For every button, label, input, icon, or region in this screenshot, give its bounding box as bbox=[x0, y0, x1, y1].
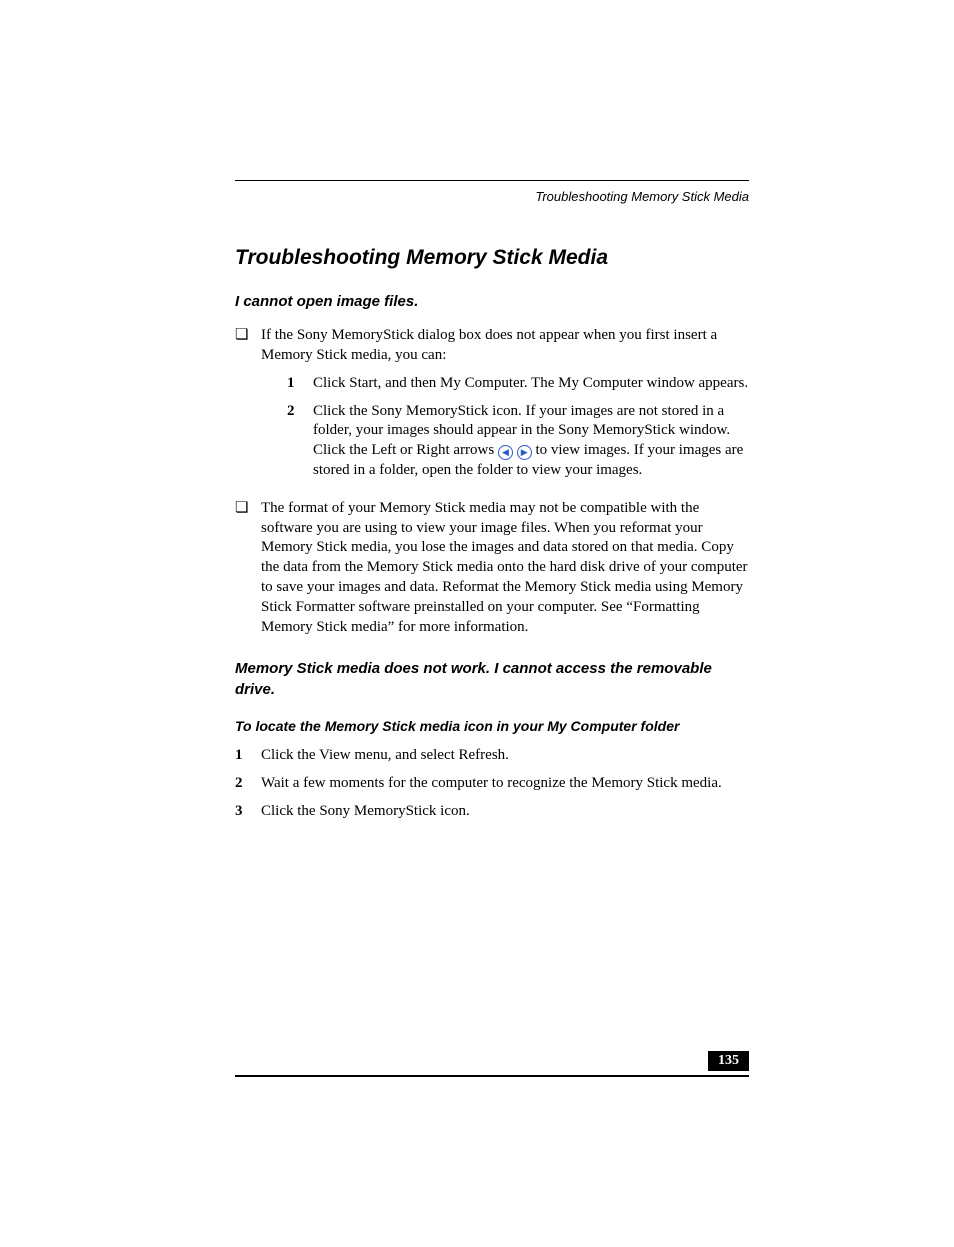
running-head: Troubleshooting Memory Stick Media bbox=[235, 189, 749, 204]
page-footer: 135 bbox=[235, 1051, 749, 1077]
arrow-right-icon: ▶ bbox=[517, 445, 532, 460]
step-number: 2 bbox=[287, 402, 313, 481]
step-text: Click the Sony MemoryStick icon. If your… bbox=[313, 402, 749, 481]
top-rule bbox=[235, 180, 749, 181]
numbered-step: 1 Click the View menu, and select Refres… bbox=[235, 746, 749, 766]
arrow-left-icon: ◀ bbox=[498, 445, 513, 460]
step-number: 2 bbox=[235, 774, 261, 794]
subsection-heading: To locate the Memory Stick media icon in… bbox=[235, 718, 749, 734]
step-text: Click Start, and then My Computer. The M… bbox=[313, 374, 749, 394]
step-number: 1 bbox=[287, 374, 313, 394]
numbered-step: 3 Click the Sony MemoryStick icon. bbox=[235, 802, 749, 822]
page-number: 135 bbox=[708, 1051, 749, 1071]
bullet-item: ❏ The format of your Memory Stick media … bbox=[235, 499, 749, 638]
step-number: 3 bbox=[235, 802, 261, 822]
step-text: Click the View menu, and select Refresh. bbox=[261, 746, 749, 766]
bullet-marker-icon: ❏ bbox=[235, 499, 261, 638]
bullet-intro-text: If the Sony MemoryStick dialog box does … bbox=[261, 326, 749, 366]
bullet-body: If the Sony MemoryStick dialog box does … bbox=[261, 326, 749, 489]
bullet-item: ❏ If the Sony MemoryStick dialog box doe… bbox=[235, 326, 749, 489]
document-page: Troubleshooting Memory Stick Media Troub… bbox=[0, 0, 954, 1247]
bullet-marker-icon: ❏ bbox=[235, 326, 261, 489]
page-title: Troubleshooting Memory Stick Media bbox=[235, 246, 749, 270]
step-text: Click the Sony MemoryStick icon. bbox=[261, 802, 749, 822]
numbered-step: 1 Click Start, and then My Computer. The… bbox=[287, 374, 749, 394]
step-text: Wait a few moments for the computer to r… bbox=[261, 774, 749, 794]
step-number: 1 bbox=[235, 746, 261, 766]
page-number-row: 135 bbox=[235, 1051, 749, 1071]
numbered-step: 2 Wait a few moments for the computer to… bbox=[235, 774, 749, 794]
numbered-step: 2 Click the Sony MemoryStick icon. If yo… bbox=[287, 402, 749, 481]
bullet-body-text: The format of your Memory Stick media ma… bbox=[261, 499, 749, 638]
section-heading: I cannot open image files. bbox=[235, 292, 749, 312]
section-heading: Memory Stick media does not work. I cann… bbox=[235, 659, 749, 700]
bottom-rule bbox=[235, 1075, 749, 1077]
